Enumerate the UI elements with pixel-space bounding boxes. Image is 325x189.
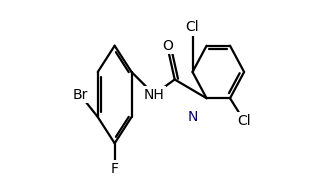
Text: O: O (162, 39, 173, 53)
Text: Cl: Cl (237, 114, 251, 128)
Text: Br: Br (72, 88, 88, 101)
Text: F: F (111, 162, 119, 176)
Text: Cl: Cl (186, 20, 199, 34)
Text: N: N (187, 110, 198, 124)
Text: NH: NH (144, 88, 164, 101)
